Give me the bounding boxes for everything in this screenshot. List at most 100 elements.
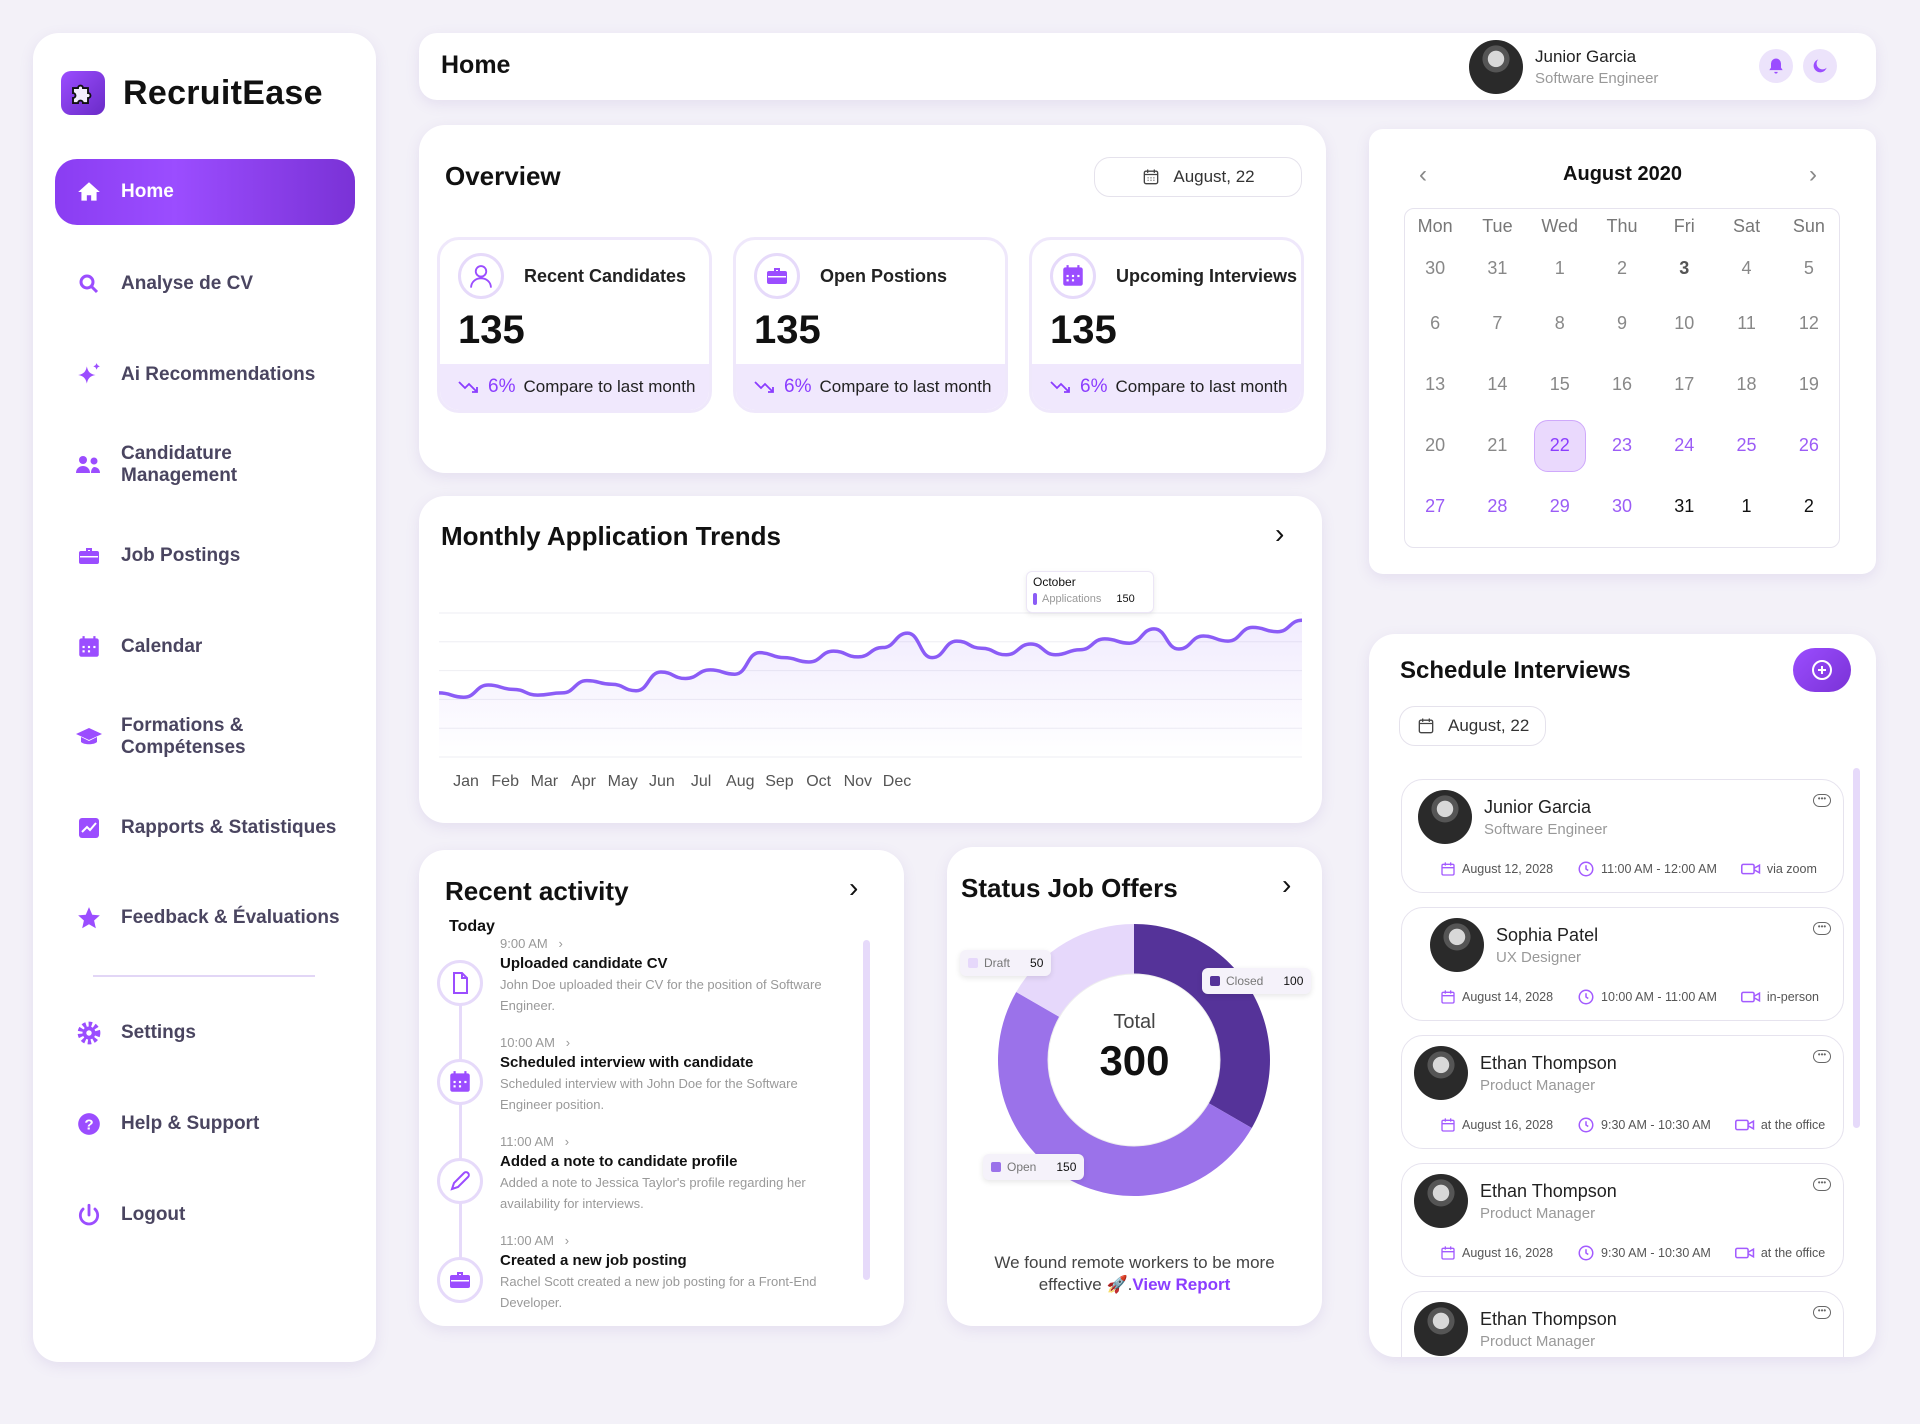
user-profile[interactable]: Junior Garcia Software Engineer <box>1469 40 1658 94</box>
calendar-day[interactable]: 4 <box>1715 244 1777 293</box>
sidebar-item-formations-comp-tenses[interactable]: Formations & Compétenses <box>55 704 355 770</box>
stat-card[interactable]: Upcoming Interviews 135 6% Compare to last … <box>1029 237 1304 413</box>
calendar-day[interactable]: 2 <box>1591 244 1653 293</box>
day-number: 4 <box>1741 258 1752 278</box>
x-tick-label: Feb <box>491 773 519 790</box>
calendar-day[interactable]: 10 <box>1653 293 1715 354</box>
calendar-day[interactable]: 24 <box>1653 415 1715 476</box>
calendar-day[interactable]: 21 <box>1466 415 1528 476</box>
donut-slice-draft[interactable] <box>1016 924 1134 1018</box>
calendar-day[interactable]: 29 <box>1529 476 1591 537</box>
calendar-day[interactable]: 25 <box>1715 415 1777 476</box>
candidate-name: Sophia Patel <box>1496 924 1599 945</box>
calendar-day[interactable]: 23 <box>1591 415 1653 476</box>
activity-item[interactable]: 11:00 AM › Added a note to candidate prof… <box>437 1134 877 1214</box>
activity-item[interactable]: 9:00 AM › Uploaded candidate CV John Doe u… <box>437 936 877 1016</box>
calendar-day[interactable]: 3 <box>1653 244 1715 293</box>
calendar-day[interactable]: 22 <box>1529 415 1591 476</box>
calendar-day[interactable]: 12 <box>1778 293 1840 354</box>
sidebar-item-feedback-valuations[interactable]: Feedback & Évaluations <box>55 885 355 951</box>
calendar-day[interactable]: 13 <box>1404 354 1466 415</box>
calendar-day[interactable]: 1 <box>1715 476 1777 537</box>
calendar-day[interactable]: 2 <box>1778 476 1840 537</box>
calendar-day[interactable]: 20 <box>1404 415 1466 476</box>
stat-label: Upcoming Interviews <box>1116 265 1298 286</box>
sidebar-divider <box>93 975 315 977</box>
overview-card: Overview August, 22 Recent Candidates 135… <box>419 125 1326 473</box>
sidebar-item-ai-recommendations[interactable]: Ai Recommendations <box>55 342 355 408</box>
more-options-icon[interactable]: ••• <box>1813 1306 1831 1319</box>
add-interview-button[interactable] <box>1793 648 1851 692</box>
more-options-icon[interactable]: ••• <box>1813 922 1831 935</box>
stat-card[interactable]: Recent Candidates 135 6% Compare to last mo… <box>437 237 712 413</box>
calendar-day[interactable]: 5 <box>1778 244 1840 293</box>
interview-card[interactable]: Junior Garcia Software Engineer ••• August … <box>1401 779 1844 893</box>
chevron-right-icon[interactable]: › <box>1809 161 1817 188</box>
calendar-day[interactable]: 11 <box>1715 293 1777 354</box>
sidebar-item-rapports-statistiques[interactable]: Rapports & Statistiques <box>55 795 355 861</box>
view-report-link[interactable]: View Report <box>1132 1275 1231 1294</box>
calendar-day[interactable]: 17 <box>1653 354 1715 415</box>
calendar-day[interactable]: 30 <box>1591 476 1653 537</box>
sidebar-item-analyse-de-cv[interactable]: Analyse de CV <box>55 251 355 317</box>
scrollbar[interactable] <box>1853 768 1860 1128</box>
sidebar-item-home[interactable]: Home <box>55 159 355 225</box>
calendar-day[interactable]: 28 <box>1466 476 1528 537</box>
calendar-day[interactable]: 8 <box>1529 293 1591 354</box>
calendar-day[interactable]: 1 <box>1529 244 1591 293</box>
logo[interactable]: RecruitEase <box>61 71 323 115</box>
date-value: August, 22 <box>1448 716 1530 735</box>
calendar-day[interactable]: 7 <box>1466 293 1528 354</box>
calendar-day[interactable]: 31 <box>1653 476 1715 537</box>
sidebar-item-label: Analyse de CV <box>121 273 253 294</box>
calendar-day[interactable]: 26 <box>1778 415 1840 476</box>
chevron-left-icon[interactable]: ‹ <box>1419 161 1427 188</box>
calendar-day[interactable]: 27 <box>1404 476 1466 537</box>
calendar-day[interactable]: 18 <box>1715 354 1777 415</box>
timeline-line <box>459 980 462 1280</box>
sidebar-item-calendar[interactable]: Calendar <box>55 614 355 680</box>
briefcase-icon <box>437 1257 483 1303</box>
activity-item[interactable]: 10:00 AM › Scheduled interview with candi… <box>437 1035 877 1115</box>
user-role: Software Engineer <box>1535 70 1659 87</box>
calendar-day[interactable]: 19 <box>1778 354 1840 415</box>
date-picker[interactable]: August, 22 <box>1094 157 1302 197</box>
calendar-day[interactable]: 30 <box>1404 244 1466 293</box>
calendar-day[interactable]: 16 <box>1591 354 1653 415</box>
sidebar-item-label: Formations & Compétenses <box>121 715 246 758</box>
bell-icon[interactable] <box>1759 49 1793 83</box>
sidebar-item-help-support[interactable]: ? Help & Support <box>55 1091 355 1157</box>
schedule-title: Schedule Interviews <box>1400 657 1631 684</box>
day-number: 31 <box>1674 496 1695 516</box>
chevron-right-icon[interactable]: › <box>1282 869 1292 900</box>
more-options-icon[interactable]: ••• <box>1813 1178 1831 1191</box>
x-tick-label: May <box>608 773 638 790</box>
calendar-day[interactable]: 9 <box>1591 293 1653 354</box>
chevron-right-icon[interactable]: › <box>849 872 859 903</box>
tooltip-series: Applications <box>1042 593 1102 605</box>
sidebar-item-logout[interactable]: Logout <box>55 1182 355 1248</box>
activity-item[interactable]: 11:00 AM › Created a new job posting Rache… <box>437 1233 877 1313</box>
schedule-date-picker[interactable]: August, 22 <box>1399 706 1547 746</box>
activity-description: Scheduled interview with John Doe for th… <box>500 1076 798 1112</box>
scrollbar[interactable] <box>863 940 870 1280</box>
sidebar-item-settings[interactable]: Settings <box>55 1000 355 1066</box>
interview-card[interactable]: Sophia Patel UX Designer ••• August 14, 202… <box>1401 907 1844 1021</box>
sidebar-item-candidature-management[interactable]: Candidature Management <box>55 432 355 498</box>
calendar-day[interactable]: 6 <box>1404 293 1466 354</box>
moon-icon[interactable] <box>1803 49 1837 83</box>
sidebar-item-job-postings[interactable]: Job Postings <box>55 523 355 589</box>
calendar-day[interactable]: 15 <box>1529 354 1591 415</box>
day-number: 22 <box>1533 419 1586 472</box>
more-options-icon[interactable]: ••• <box>1813 1050 1831 1063</box>
calendar-day[interactable]: 31 <box>1466 244 1528 293</box>
calendar-day[interactable]: 14 <box>1466 354 1528 415</box>
more-options-icon[interactable]: ••• <box>1813 794 1831 807</box>
stat-card[interactable]: Open Postions 135 6% Compare to last month <box>733 237 1008 413</box>
donut-slice-open[interactable] <box>998 992 1252 1196</box>
calendar-grid-border <box>1404 208 1840 548</box>
chevron-right-icon[interactable]: › <box>1275 518 1285 549</box>
